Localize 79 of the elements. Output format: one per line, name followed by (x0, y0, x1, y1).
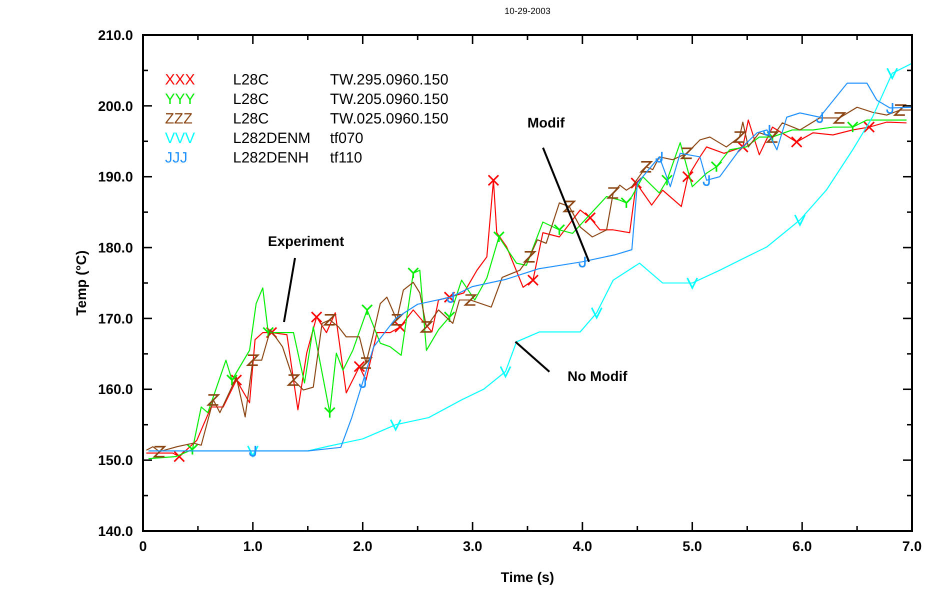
point (186, 444, 198, 456)
point (324, 314, 336, 326)
point (493, 231, 505, 243)
point (680, 148, 693, 160)
point (288, 374, 300, 386)
y-tick-label: 180.0 (98, 239, 134, 256)
point (354, 360, 366, 372)
point (230, 374, 242, 386)
point (590, 306, 603, 319)
y-tick-label: 160.0 (98, 381, 134, 398)
x-tick-label: 3.0 (462, 538, 483, 554)
y-tick-label: 150.0 (98, 452, 134, 468)
point (607, 187, 619, 199)
point (640, 160, 652, 173)
text: YYY L28C TW.205.0960.150 (165, 90, 448, 108)
point (737, 141, 749, 153)
point (262, 326, 274, 338)
point (682, 170, 694, 183)
x-axis-title: Time (s) (500, 569, 554, 585)
x-tick-label: 0 (139, 538, 148, 554)
annotation: No Modif (567, 368, 628, 384)
text: XXX L28C TW.295.0960.150 (165, 71, 448, 88)
point (247, 354, 259, 366)
point (361, 304, 373, 316)
point (310, 311, 322, 323)
point (790, 136, 802, 148)
chart-title: 10-29-2003 (504, 6, 551, 16)
point (563, 200, 576, 212)
annotation: Experiment (268, 233, 344, 249)
point (524, 250, 536, 263)
point (420, 321, 432, 333)
point (360, 357, 372, 369)
point (324, 406, 336, 418)
point (863, 121, 875, 133)
point (554, 224, 566, 236)
point (834, 112, 846, 124)
point (407, 267, 420, 279)
text: JJJ L282DENH tf110 (165, 149, 362, 166)
point (464, 294, 476, 306)
point (734, 131, 746, 143)
point (886, 67, 898, 80)
text: ZZZ L28C TW.025.0960.150 (165, 110, 448, 128)
x-tick-label: 5.0 (682, 538, 702, 554)
point (488, 174, 500, 186)
point (620, 197, 632, 209)
point (266, 326, 278, 338)
point (710, 160, 722, 173)
y-tick-label: 210.0 (98, 26, 134, 43)
x-tick-label: 2.0 (352, 538, 373, 554)
point (444, 291, 456, 303)
x-tick-label: 7.0 (902, 538, 922, 554)
point (247, 445, 259, 457)
point (630, 177, 642, 189)
point (444, 311, 456, 323)
point (390, 418, 402, 431)
y-tick-label: 200.0 (98, 98, 134, 114)
annotation: Modif (527, 114, 566, 131)
point (173, 450, 186, 462)
y-tick-label: 190.0 (98, 168, 134, 185)
y-axis-title: Temp (°C) (73, 250, 89, 316)
y-tick-label: 170.0 (98, 310, 134, 326)
point (584, 212, 596, 224)
text: VVV L282DENM tf070 (165, 130, 364, 147)
point (794, 214, 806, 226)
y-tick-label: 140.0 (98, 522, 134, 539)
point (154, 446, 166, 458)
point (661, 174, 673, 186)
point (390, 314, 403, 326)
point (500, 366, 512, 378)
point (394, 321, 406, 333)
point (208, 394, 220, 406)
point (846, 121, 858, 133)
point (226, 374, 238, 386)
point (894, 104, 906, 116)
x-tick-label: 4.0 (572, 538, 592, 554)
point (686, 277, 698, 289)
x-tick-label: 6.0 (792, 538, 812, 554)
point (527, 274, 539, 286)
x-tick-label: 1.0 (243, 538, 263, 554)
